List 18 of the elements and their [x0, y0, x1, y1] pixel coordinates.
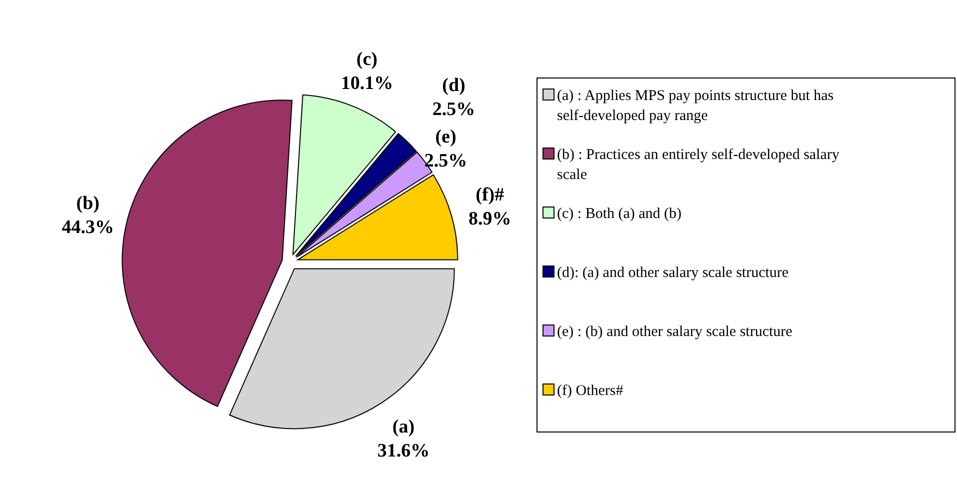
data-label: 8.9%: [468, 208, 512, 230]
text: (b): [76, 192, 100, 214]
legend-label: (b) : Practices an entirely self-developed salary scale: [557, 147, 840, 183]
data-label: 2.5%: [424, 150, 468, 172]
legend-label: (f) Others#: [557, 383, 624, 399]
data-label: 2.5%: [432, 98, 476, 120]
text: (f)#: [476, 184, 504, 206]
text: (a): [392, 416, 415, 438]
text: (c): [356, 48, 378, 70]
text: (d): [442, 74, 466, 96]
text: (e): [435, 126, 456, 148]
legend-label: (a) : Applies MPS pay points structure but has self-developed pay range: [557, 88, 834, 124]
legend-label: (c) : Both (a) and (b): [557, 206, 682, 222]
data-label: 10.1%: [340, 72, 394, 94]
legend-label: (e) : (b) and other salary scale structure: [557, 324, 793, 340]
data-label: 31.6%: [377, 440, 430, 462]
legend-label: (d): (a) and other salary scale structure: [557, 265, 789, 281]
data-label: 44.3%: [62, 216, 114, 238]
